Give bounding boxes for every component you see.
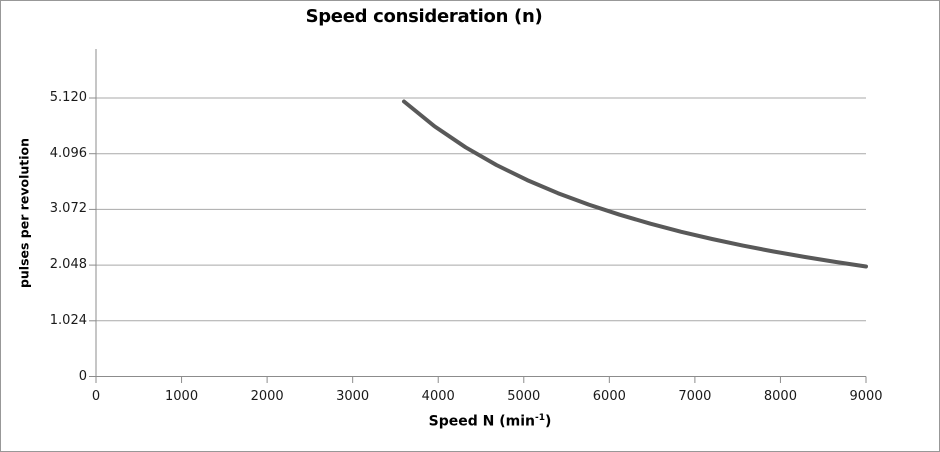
x-tick-label: 4000 bbox=[421, 389, 455, 404]
x-tick-label: 1000 bbox=[165, 389, 199, 404]
x-tick-label: 7000 bbox=[678, 389, 712, 404]
y-tick-label: 2.048 bbox=[49, 257, 87, 273]
y-tick-label: 1.024 bbox=[49, 312, 87, 328]
y-tick-label: 4.096 bbox=[49, 145, 87, 161]
x-axis-title-main: Speed N (min bbox=[428, 413, 535, 430]
x-tick-label: 6000 bbox=[592, 389, 626, 404]
x-axis-title-superscript: -1 bbox=[534, 413, 545, 423]
y-tick-label: 5.120 bbox=[49, 90, 87, 105]
chart-title: Speed consideration (n) bbox=[305, 6, 543, 27]
y-tick-label: 0 bbox=[78, 368, 87, 384]
y-tick-label: 3.072 bbox=[49, 201, 87, 217]
data-series-curve bbox=[402, 99, 868, 269]
x-tick-label: 2000 bbox=[250, 389, 284, 404]
x-tick-label: 8000 bbox=[763, 389, 797, 404]
x-tick-label: 5000 bbox=[507, 389, 541, 404]
x-tick-label: 3000 bbox=[336, 389, 370, 404]
x-tick-label: 9000 bbox=[849, 389, 883, 404]
x-axis-title-close: ) bbox=[544, 413, 552, 430]
x-tick-label: 0 bbox=[91, 389, 101, 404]
x-axis-title: Speed N (min-1) bbox=[390, 413, 590, 430]
